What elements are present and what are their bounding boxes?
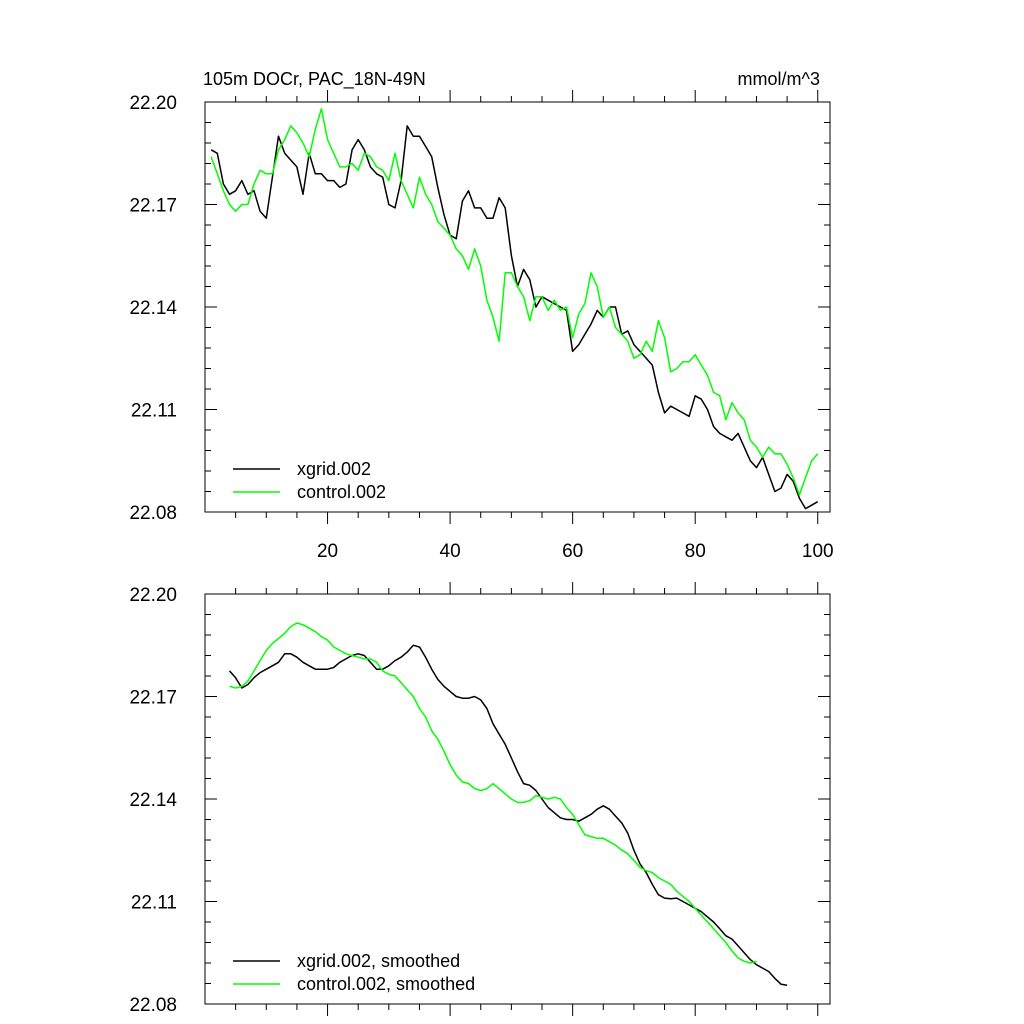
bottom-panel: 22.08 22.11 22.14 22.17 22.20 xgrid.002, smoo… <box>129 582 831 1016</box>
units-label: mmol/m^3 <box>738 69 820 89</box>
y-tick-label: 22.17 <box>129 196 177 217</box>
y-tick-label: 22.14 <box>129 790 177 811</box>
y-tick-label: 22.17 <box>129 688 177 709</box>
legend-label: control.002, smoothed <box>297 974 475 994</box>
x-tick-label: 40 <box>440 541 461 562</box>
y-tick-label: 22.11 <box>131 401 177 422</box>
top-panel: 22.08 22.11 22.14 22.17 22.20 20 40 60 80 100 xgri… <box>129 90 834 562</box>
plot-frame <box>204 593 831 1005</box>
y-tick-label: 22.14 <box>129 298 177 319</box>
series-line-control <box>210 108 819 496</box>
series-line-xgrid <box>210 125 819 510</box>
y-tick-label: 22.20 <box>129 585 177 606</box>
y-tick-label: 22.11 <box>131 893 177 914</box>
legend-label: xgrid.002, smoothed <box>297 951 460 971</box>
x-tick-label: 100 <box>802 541 834 562</box>
plot-frame <box>204 101 831 513</box>
series-line-control <box>229 622 757 964</box>
y-tick-label: 22.08 <box>129 995 177 1016</box>
x-tick-label: 80 <box>685 541 706 562</box>
y-tick-label: 22.20 <box>129 93 177 114</box>
x-tick-label: 20 <box>317 541 338 562</box>
chart-title: 105m DOCr, PAC_18N-49N <box>203 69 426 90</box>
legend-label: xgrid.002 <box>297 459 371 479</box>
x-tick-label: 60 <box>562 541 583 562</box>
series-line-xgrid <box>228 644 788 986</box>
y-tick-label: 22.08 <box>129 503 177 524</box>
legend-label: control.002 <box>297 482 386 502</box>
